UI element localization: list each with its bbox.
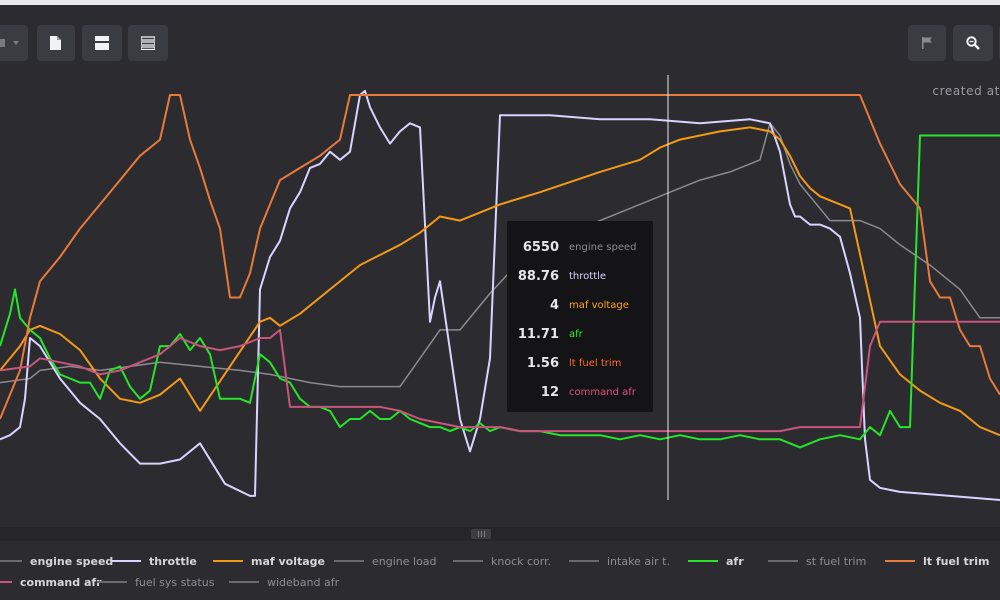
tooltip-value: 11.71	[517, 327, 559, 342]
document-icon	[50, 36, 61, 50]
legend-row-2: command afr fuel sys status wideband afr	[0, 572, 1000, 592]
hover-tooltip: 6550 engine speed 88.76 throttle 4 maf voltag…	[507, 221, 653, 412]
legend-label: throttle	[149, 554, 197, 568]
legend-item-fuel-sys-status[interactable]: fuel sys status	[97, 572, 214, 592]
toolbar	[0, 5, 1000, 75]
tooltip-row: 6550 engine speed	[507, 233, 653, 262]
tooltip-row: 11.71 afr	[507, 320, 653, 349]
legend-item-engine-load[interactable]: engine load	[334, 551, 437, 571]
tooltip-value: 6550	[522, 240, 559, 255]
document-button[interactable]	[37, 25, 75, 61]
legend-label: engine speed	[30, 554, 114, 568]
legend-label: command afr	[20, 575, 102, 589]
legend-item-intake-air-t-[interactable]: intake air t.	[569, 551, 670, 571]
flag-icon	[922, 37, 932, 49]
legend-swatch	[453, 560, 483, 562]
line-chart[interactable]	[0, 75, 1000, 520]
series-line-afr	[0, 134, 1000, 449]
legend-swatch	[334, 560, 364, 562]
tooltip-series-name: afr	[569, 329, 583, 340]
range-scrollbar[interactable]	[0, 527, 1000, 541]
zoom-button[interactable]	[953, 25, 993, 61]
legend-label: engine load	[372, 554, 437, 568]
resize-handle[interactable]	[471, 529, 491, 539]
tooltip-series-name: command afr	[569, 387, 636, 398]
tooltip-row: 12 command afr	[507, 378, 653, 407]
legend-item-st-fuel-trim[interactable]: st fuel trim	[768, 551, 866, 571]
list-button[interactable]	[128, 25, 168, 61]
legend-swatch	[569, 560, 599, 562]
legend-label: st fuel trim	[806, 554, 867, 568]
layout-panels-icon	[95, 36, 109, 50]
tooltip-row: 88.76 throttle	[507, 262, 653, 291]
series-line-throttle	[0, 89, 1000, 501]
legend-item-knock-corr-[interactable]: knock corr.	[453, 551, 551, 571]
tooltip-value: 12	[540, 385, 559, 400]
legend-swatch	[0, 560, 22, 562]
legend-item-throttle[interactable]: throttle	[111, 551, 197, 571]
legend-swatch	[111, 560, 141, 562]
series-line-maf-voltage	[0, 126, 1000, 437]
partial-menu-button[interactable]	[0, 25, 28, 61]
tooltip-series-name: engine speed	[569, 242, 637, 253]
tooltip-value: 1.56	[526, 356, 559, 371]
legend-label: afr	[726, 554, 744, 568]
legend-label: knock corr.	[491, 554, 552, 568]
created-at-label: created at	[932, 84, 1000, 98]
legend-item-afr[interactable]: afr	[688, 551, 744, 571]
legend-label: intake air t.	[607, 554, 670, 568]
chevron-down-icon	[0, 39, 19, 47]
legend-swatch	[229, 581, 259, 583]
tooltip-series-name: lt fuel trim	[569, 358, 622, 369]
legend-swatch	[688, 560, 718, 562]
tooltip-row: 1.56 lt fuel trim	[507, 349, 653, 378]
top-border	[0, 0, 1000, 5]
legend-label: lt fuel trim	[923, 554, 990, 568]
series-line-lt-fuel-trim	[0, 94, 1000, 420]
layout-button[interactable]	[82, 25, 122, 61]
legend-item-engine-speed[interactable]: engine speed	[0, 551, 113, 571]
series-line-command-afr	[0, 320, 1000, 433]
legend-label: fuel sys status	[135, 575, 215, 589]
legend-item-command-afr[interactable]: command afr	[0, 572, 102, 592]
legend-label: wideband afr	[267, 575, 340, 589]
list-icon	[141, 36, 155, 50]
series-line-engine-speed	[0, 122, 1000, 388]
tooltip-value: 4	[549, 298, 559, 313]
flag-button[interactable]	[908, 25, 946, 61]
legend-item-wideband-afr[interactable]: wideband afr	[229, 572, 339, 592]
legend-item-lt-fuel-trim[interactable]: lt fuel trim	[885, 551, 989, 571]
tooltip-series-name: throttle	[569, 271, 607, 282]
legend-item-maf-voltage[interactable]: maf voltage	[213, 551, 325, 571]
tooltip-row: 4 maf voltage	[507, 291, 653, 320]
legend-swatch	[213, 560, 243, 562]
legend-swatch	[768, 560, 798, 562]
legend-row-1: engine speed throttle maf voltage engine lo…	[0, 551, 1000, 571]
legend-swatch	[0, 581, 12, 583]
magnifier-icon	[966, 36, 980, 50]
legend-swatch	[97, 581, 127, 583]
legend-swatch	[885, 560, 915, 562]
tooltip-value: 88.76	[517, 269, 559, 284]
tooltip-series-name: maf voltage	[569, 300, 629, 311]
legend-label: maf voltage	[251, 554, 326, 568]
